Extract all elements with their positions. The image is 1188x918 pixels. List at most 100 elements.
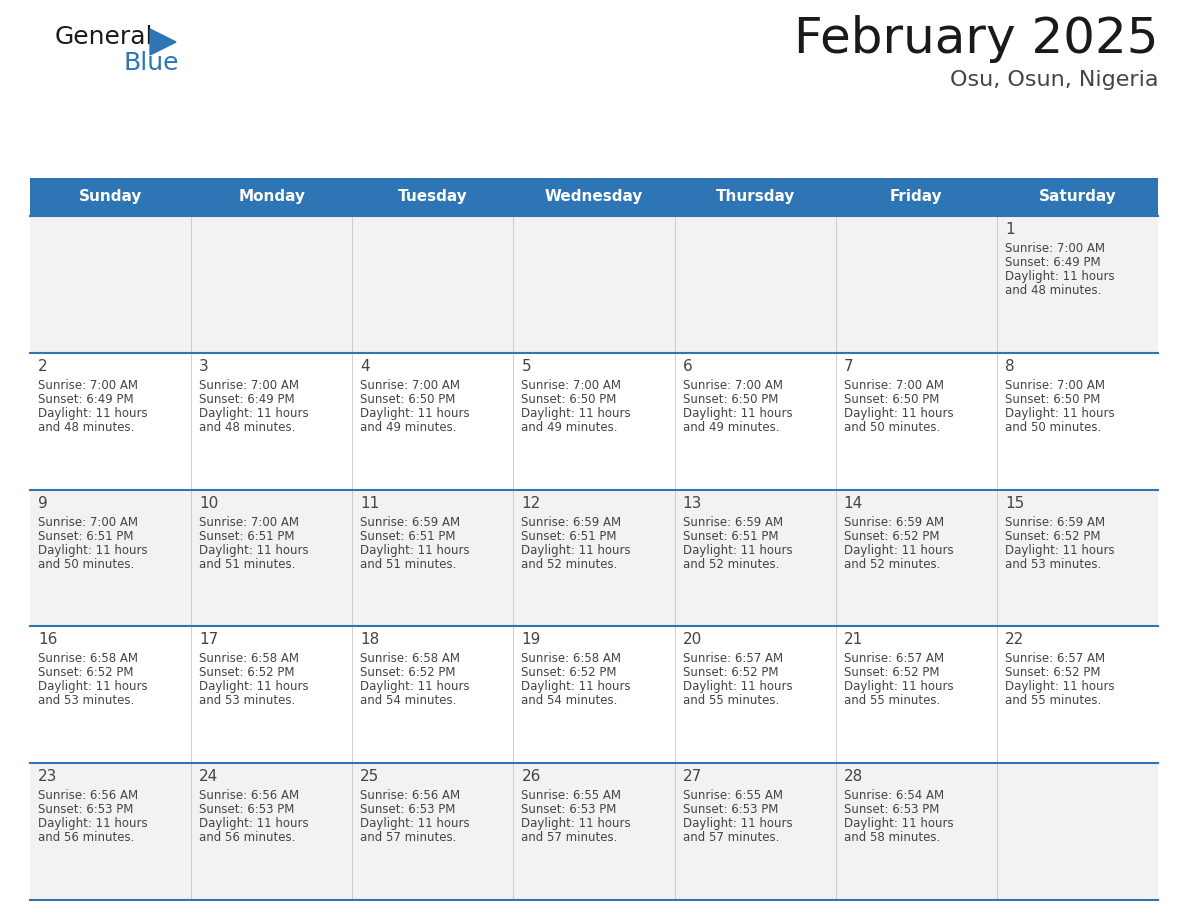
Bar bbox=[30, 626, 1158, 763]
Text: Sunrise: 7:00 AM: Sunrise: 7:00 AM bbox=[522, 379, 621, 392]
Text: Sunset: 6:52 PM: Sunset: 6:52 PM bbox=[843, 666, 940, 679]
Text: Sunrise: 6:57 AM: Sunrise: 6:57 AM bbox=[1005, 653, 1105, 666]
Text: Sunset: 6:51 PM: Sunset: 6:51 PM bbox=[360, 530, 456, 543]
Text: and 53 minutes.: and 53 minutes. bbox=[200, 694, 296, 708]
Text: and 50 minutes.: and 50 minutes. bbox=[843, 420, 940, 434]
Text: Daylight: 11 hours: Daylight: 11 hours bbox=[1005, 407, 1114, 420]
Text: Sunrise: 7:00 AM: Sunrise: 7:00 AM bbox=[38, 379, 138, 392]
Text: and 56 minutes.: and 56 minutes. bbox=[38, 831, 134, 845]
Text: Daylight: 11 hours: Daylight: 11 hours bbox=[522, 680, 631, 693]
Text: Sunset: 6:52 PM: Sunset: 6:52 PM bbox=[522, 666, 617, 679]
Text: Sunrise: 6:58 AM: Sunrise: 6:58 AM bbox=[200, 653, 299, 666]
Bar bbox=[30, 763, 1158, 900]
Text: Sunset: 6:50 PM: Sunset: 6:50 PM bbox=[683, 393, 778, 406]
Text: and 53 minutes.: and 53 minutes. bbox=[1005, 557, 1101, 571]
Text: 20: 20 bbox=[683, 633, 702, 647]
Text: 27: 27 bbox=[683, 769, 702, 784]
Text: and 52 minutes.: and 52 minutes. bbox=[843, 557, 940, 571]
Text: Sunset: 6:50 PM: Sunset: 6:50 PM bbox=[843, 393, 939, 406]
Text: and 57 minutes.: and 57 minutes. bbox=[360, 831, 456, 845]
Text: Tuesday: Tuesday bbox=[398, 189, 468, 205]
Text: Sunrise: 7:00 AM: Sunrise: 7:00 AM bbox=[38, 516, 138, 529]
Text: and 49 minutes.: and 49 minutes. bbox=[522, 420, 618, 434]
Text: 22: 22 bbox=[1005, 633, 1024, 647]
Text: Daylight: 11 hours: Daylight: 11 hours bbox=[38, 680, 147, 693]
Text: 21: 21 bbox=[843, 633, 862, 647]
Text: and 51 minutes.: and 51 minutes. bbox=[200, 557, 296, 571]
Text: Sunrise: 6:59 AM: Sunrise: 6:59 AM bbox=[360, 516, 461, 529]
Text: 15: 15 bbox=[1005, 496, 1024, 510]
Text: Thursday: Thursday bbox=[715, 189, 795, 205]
Text: Sunrise: 7:00 AM: Sunrise: 7:00 AM bbox=[683, 379, 783, 392]
Text: Daylight: 11 hours: Daylight: 11 hours bbox=[683, 407, 792, 420]
Text: 25: 25 bbox=[360, 769, 379, 784]
Text: 26: 26 bbox=[522, 769, 541, 784]
Text: Daylight: 11 hours: Daylight: 11 hours bbox=[38, 817, 147, 830]
Text: Daylight: 11 hours: Daylight: 11 hours bbox=[1005, 680, 1114, 693]
Text: Sunrise: 7:00 AM: Sunrise: 7:00 AM bbox=[360, 379, 460, 392]
Text: Sunrise: 6:59 AM: Sunrise: 6:59 AM bbox=[683, 516, 783, 529]
Text: Osu, Osun, Nigeria: Osu, Osun, Nigeria bbox=[949, 70, 1158, 90]
Text: 2: 2 bbox=[38, 359, 48, 374]
Text: Sunset: 6:53 PM: Sunset: 6:53 PM bbox=[360, 803, 456, 816]
Text: Sunset: 6:52 PM: Sunset: 6:52 PM bbox=[1005, 530, 1100, 543]
Text: 28: 28 bbox=[843, 769, 862, 784]
Text: Saturday: Saturday bbox=[1038, 189, 1117, 205]
Text: 4: 4 bbox=[360, 359, 369, 374]
Text: Daylight: 11 hours: Daylight: 11 hours bbox=[360, 407, 470, 420]
Text: 13: 13 bbox=[683, 496, 702, 510]
Text: Sunset: 6:52 PM: Sunset: 6:52 PM bbox=[360, 666, 456, 679]
Text: Sunrise: 6:57 AM: Sunrise: 6:57 AM bbox=[683, 653, 783, 666]
Text: 14: 14 bbox=[843, 496, 862, 510]
Text: Sunrise: 7:00 AM: Sunrise: 7:00 AM bbox=[1005, 379, 1105, 392]
Text: and 55 minutes.: and 55 minutes. bbox=[843, 694, 940, 708]
Bar bbox=[30, 489, 1158, 626]
Text: Monday: Monday bbox=[239, 189, 305, 205]
Text: Sunset: 6:53 PM: Sunset: 6:53 PM bbox=[38, 803, 133, 816]
Text: Sunset: 6:53 PM: Sunset: 6:53 PM bbox=[200, 803, 295, 816]
Text: Sunrise: 6:56 AM: Sunrise: 6:56 AM bbox=[38, 789, 138, 802]
Text: and 52 minutes.: and 52 minutes. bbox=[522, 557, 618, 571]
Text: and 58 minutes.: and 58 minutes. bbox=[843, 831, 940, 845]
Text: 24: 24 bbox=[200, 769, 219, 784]
Text: Daylight: 11 hours: Daylight: 11 hours bbox=[522, 407, 631, 420]
Text: Sunrise: 6:59 AM: Sunrise: 6:59 AM bbox=[843, 516, 943, 529]
Text: and 54 minutes.: and 54 minutes. bbox=[360, 694, 456, 708]
Text: Sunset: 6:51 PM: Sunset: 6:51 PM bbox=[38, 530, 133, 543]
Text: 9: 9 bbox=[38, 496, 48, 510]
Text: 3: 3 bbox=[200, 359, 209, 374]
Text: Sunset: 6:52 PM: Sunset: 6:52 PM bbox=[200, 666, 295, 679]
Text: 16: 16 bbox=[38, 633, 57, 647]
Text: Daylight: 11 hours: Daylight: 11 hours bbox=[200, 680, 309, 693]
Text: Daylight: 11 hours: Daylight: 11 hours bbox=[360, 680, 470, 693]
Text: 19: 19 bbox=[522, 633, 541, 647]
Text: and 49 minutes.: and 49 minutes. bbox=[360, 420, 456, 434]
Text: Friday: Friday bbox=[890, 189, 942, 205]
Text: Sunset: 6:51 PM: Sunset: 6:51 PM bbox=[200, 530, 295, 543]
Text: Sunset: 6:49 PM: Sunset: 6:49 PM bbox=[38, 393, 133, 406]
Text: and 51 minutes.: and 51 minutes. bbox=[360, 557, 456, 571]
Text: Sunset: 6:53 PM: Sunset: 6:53 PM bbox=[843, 803, 939, 816]
Text: Sunrise: 6:54 AM: Sunrise: 6:54 AM bbox=[843, 789, 943, 802]
Text: Daylight: 11 hours: Daylight: 11 hours bbox=[683, 543, 792, 556]
Text: Sunrise: 6:58 AM: Sunrise: 6:58 AM bbox=[522, 653, 621, 666]
Text: and 56 minutes.: and 56 minutes. bbox=[200, 831, 296, 845]
Text: Sunset: 6:51 PM: Sunset: 6:51 PM bbox=[522, 530, 617, 543]
Text: Daylight: 11 hours: Daylight: 11 hours bbox=[683, 680, 792, 693]
Text: Sunrise: 6:56 AM: Sunrise: 6:56 AM bbox=[360, 789, 461, 802]
Text: and 54 minutes.: and 54 minutes. bbox=[522, 694, 618, 708]
Text: and 55 minutes.: and 55 minutes. bbox=[1005, 694, 1101, 708]
Text: Sunset: 6:50 PM: Sunset: 6:50 PM bbox=[360, 393, 456, 406]
Text: February 2025: February 2025 bbox=[794, 15, 1158, 63]
Text: 18: 18 bbox=[360, 633, 379, 647]
Text: Sunrise: 6:57 AM: Sunrise: 6:57 AM bbox=[843, 653, 943, 666]
Text: 17: 17 bbox=[200, 633, 219, 647]
Text: and 57 minutes.: and 57 minutes. bbox=[522, 831, 618, 845]
Text: Daylight: 11 hours: Daylight: 11 hours bbox=[843, 817, 953, 830]
Text: Sunset: 6:52 PM: Sunset: 6:52 PM bbox=[38, 666, 133, 679]
Text: Sunrise: 6:58 AM: Sunrise: 6:58 AM bbox=[38, 653, 138, 666]
Text: Sunset: 6:49 PM: Sunset: 6:49 PM bbox=[200, 393, 295, 406]
Text: Sunrise: 6:56 AM: Sunrise: 6:56 AM bbox=[200, 789, 299, 802]
Text: Blue: Blue bbox=[124, 51, 178, 75]
Text: Sunrise: 7:00 AM: Sunrise: 7:00 AM bbox=[843, 379, 943, 392]
